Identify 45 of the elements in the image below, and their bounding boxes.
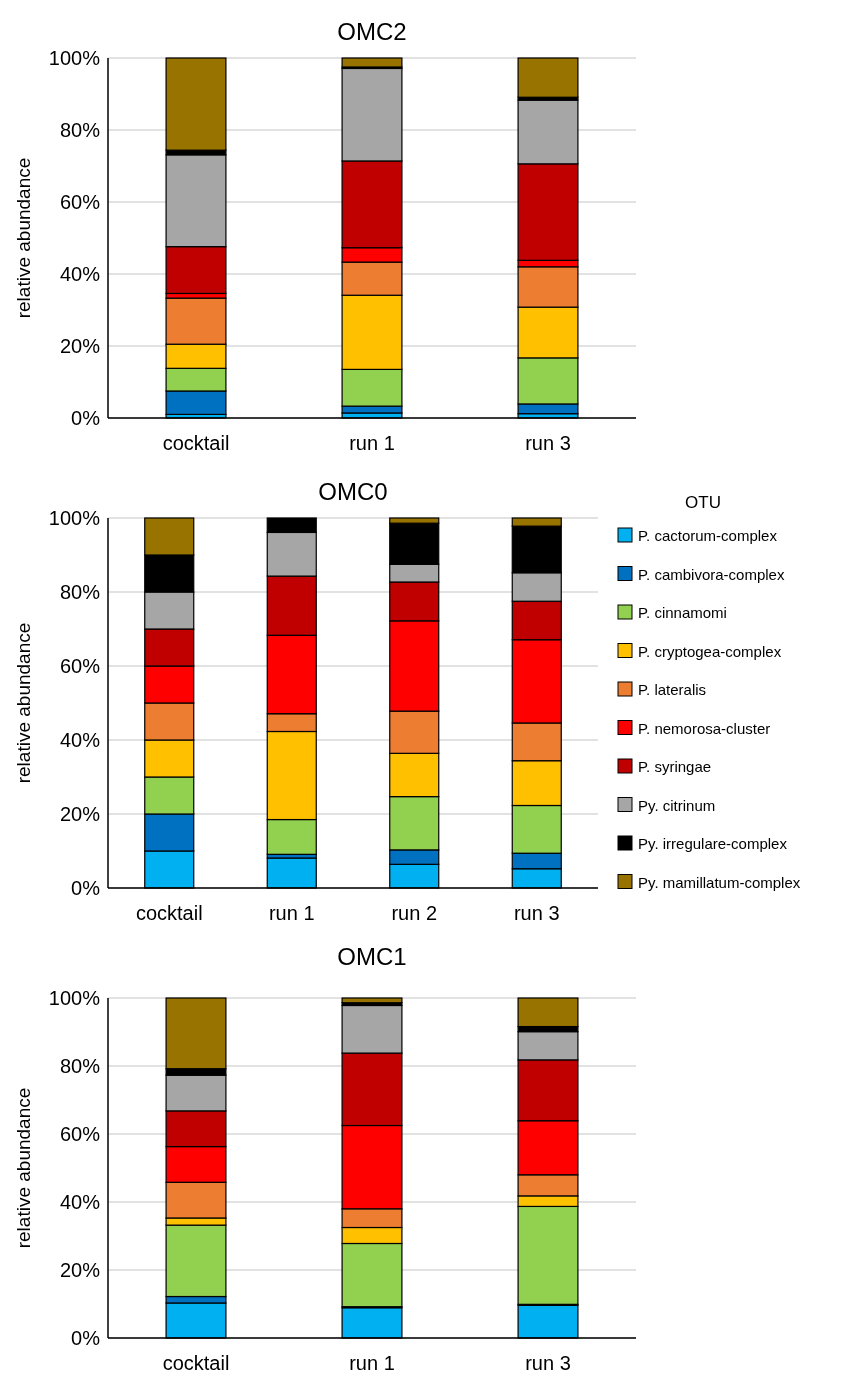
legend-label: P. cinnamomi — [638, 604, 727, 622]
y-axis-title: relative abundance — [13, 622, 34, 784]
x-tick-label: cocktail — [162, 1352, 230, 1374]
y-tick-label: 80% — [59, 1055, 101, 1077]
y-axis-title: relative abundance — [13, 157, 34, 319]
y-tick-label: 0% — [71, 877, 101, 899]
legend-label: P. nemorosa-cluster — [638, 719, 771, 737]
y-tick-label: 100% — [48, 47, 101, 69]
y-tick-label: 60% — [59, 655, 101, 677]
legend-label: Py. mamillatum-complex — [638, 873, 801, 891]
chart-title: OMC0 — [318, 478, 388, 505]
y-tick-label: 60% — [59, 1123, 101, 1145]
y-tick-label: 100% — [48, 507, 101, 529]
y-tick-label: 20% — [59, 335, 101, 357]
y-tick-label: 60% — [59, 191, 101, 213]
x-tick-label: cocktail — [135, 902, 203, 924]
x-tick-label: run 1 — [349, 432, 395, 454]
legend-label: Py. irregulare-complex — [638, 835, 788, 853]
y-axis-title: relative abundance — [13, 1087, 34, 1249]
y-tick-label: 20% — [59, 1259, 101, 1281]
x-tick-label: run 1 — [349, 1352, 395, 1374]
chart-title: OMC2 — [337, 18, 407, 45]
chart-title: OMC1 — [337, 943, 407, 970]
y-tick-label: 40% — [59, 729, 101, 751]
x-tick-label: run 1 — [268, 902, 315, 924]
y-tick-label: 40% — [59, 1191, 101, 1213]
x-tick-label: run 3 — [513, 902, 560, 924]
y-tick-label: 20% — [59, 803, 101, 825]
y-tick-label: 80% — [59, 581, 101, 603]
y-tick-label: 40% — [59, 263, 101, 285]
x-tick-label: run 3 — [525, 1352, 571, 1374]
y-tick-label: 0% — [71, 1327, 101, 1349]
x-tick-label: cocktail — [162, 432, 230, 454]
legend-label: Py. citrinum — [638, 796, 716, 814]
y-tick-label: 0% — [71, 407, 101, 429]
legend-label: P. cactorum-complex — [638, 527, 778, 545]
x-tick-label: run 2 — [391, 902, 438, 924]
legend-label: P. cryptogea-complex — [638, 642, 782, 660]
x-tick-label: run 3 — [525, 432, 571, 454]
legend-label: P. cambivora-complex — [638, 565, 785, 583]
legend-title: OTU — [685, 493, 721, 512]
y-tick-label: 100% — [48, 987, 101, 1009]
legend-label: P. lateralis — [638, 681, 707, 699]
legend-label: P. syringae — [638, 758, 712, 776]
y-tick-label: 80% — [59, 119, 101, 141]
